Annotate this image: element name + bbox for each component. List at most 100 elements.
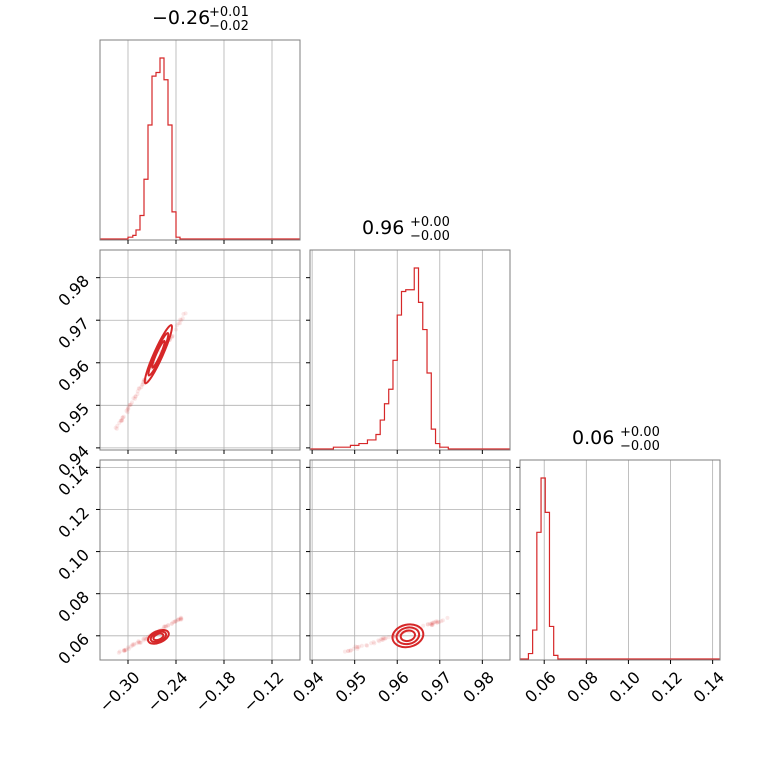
contour-level (143, 324, 174, 385)
contour-level (147, 331, 170, 377)
scatter-point (122, 649, 127, 654)
scatter-point (342, 649, 347, 654)
scatter-point (437, 620, 442, 625)
scatter-point (132, 641, 137, 646)
scatter-point (136, 639, 141, 644)
x-tick-label: 0.95 (332, 668, 371, 707)
scatter-point (119, 418, 124, 423)
scatter-point (135, 389, 140, 394)
scatter-point (163, 624, 168, 629)
scatter-point (379, 637, 384, 642)
contour-level (391, 623, 425, 649)
scatter-point (355, 645, 360, 650)
scatter-point (176, 617, 181, 622)
scatter-point (425, 622, 430, 627)
scatter-point (380, 637, 385, 642)
scatter-point (380, 636, 385, 641)
scatter-point (132, 396, 137, 401)
scatter-point (141, 381, 146, 386)
scatter-point (181, 311, 186, 316)
x-tick-label: −0.30 (95, 668, 143, 716)
scatter-point (173, 619, 178, 624)
panel-title-plus: +0.01 (209, 5, 249, 20)
scatter-point (114, 426, 119, 431)
panel-title-minus: −0.00 (620, 439, 660, 454)
scatter-point (372, 641, 377, 646)
scatter-point (141, 637, 146, 642)
contour-level (149, 630, 168, 643)
scatter-point (183, 311, 188, 316)
scatter-point (142, 636, 147, 641)
y-tick-label: 0.08 (54, 587, 93, 626)
scatter-point (348, 648, 353, 653)
panel-title-plus: +0.00 (620, 425, 660, 440)
scatter-point (138, 640, 143, 645)
scatter-point (130, 643, 135, 648)
scatter-point (425, 622, 430, 627)
panel-title-value: 0.06 (572, 427, 614, 449)
scatter-point (176, 618, 181, 623)
scatter-point (166, 623, 171, 628)
scatter-point (137, 386, 142, 391)
scatter-point (435, 620, 440, 625)
panel-2-1 (306, 459, 511, 664)
panel-title-minus: −0.02 (209, 19, 249, 34)
scatter-point (120, 418, 125, 423)
scatter-point (113, 425, 118, 430)
x-tick-label: 0.12 (647, 668, 686, 707)
scatter-point (176, 321, 181, 326)
scatter-point (119, 418, 124, 423)
y-tick-label: 0.96 (54, 356, 93, 395)
panel-1-0 (96, 249, 301, 454)
panel-title-minus: −0.00 (410, 229, 450, 244)
scatter-point (126, 646, 131, 651)
scatter-point (116, 650, 121, 655)
scatter-point (128, 644, 133, 649)
scatter-point (165, 623, 170, 628)
scatter-point (355, 646, 360, 651)
scatter-point (125, 407, 130, 412)
scatter-point (431, 620, 436, 625)
axes-frame (99, 39, 301, 241)
x-tick-label: 0.06 (521, 668, 560, 707)
scatter-point (364, 643, 369, 648)
scatter-point (445, 615, 450, 620)
scatter-point (126, 405, 131, 410)
scatter-point (432, 620, 437, 625)
scatter-point (359, 643, 364, 648)
scatter-point (435, 619, 440, 624)
axes-frame (99, 249, 301, 451)
scatter-point (369, 641, 374, 646)
scatter-point (120, 415, 125, 420)
scatter-point (173, 619, 178, 624)
scatter-point (131, 642, 136, 647)
x-tick-label: −0.12 (239, 668, 287, 716)
scatter-point (429, 621, 434, 626)
scatter-point (348, 648, 353, 653)
scatter-point (421, 623, 426, 628)
scatter-point (117, 420, 122, 425)
scatter-point (133, 394, 138, 399)
scatter-point (440, 618, 445, 623)
scatter-point (121, 414, 126, 419)
scatter-point (430, 621, 435, 626)
axes-frame (309, 249, 511, 451)
scatter-point (131, 396, 136, 401)
scatter-point (177, 321, 182, 326)
panels: −0.26+0.01−0.020.96 +0.00−0.000.06 +0.00−0… (54, 5, 728, 716)
y-tick-label: 0.98 (54, 271, 93, 310)
scatter-point (174, 327, 179, 332)
x-tick-label: −0.18 (191, 668, 239, 716)
scatter-point (178, 616, 183, 621)
x-tick-label: 0.96 (374, 668, 413, 707)
scatter-point (179, 617, 184, 622)
panel-2-2: 0.06 +0.00−0.00 (516, 425, 721, 664)
scatter-point (139, 385, 144, 390)
scatter-point (135, 392, 140, 397)
scatter-point (120, 415, 125, 420)
scatter-point (172, 619, 177, 624)
scatter-point (381, 636, 386, 641)
scatter-point (429, 623, 434, 628)
scatter-point (353, 644, 358, 649)
scatter-point (117, 649, 122, 654)
